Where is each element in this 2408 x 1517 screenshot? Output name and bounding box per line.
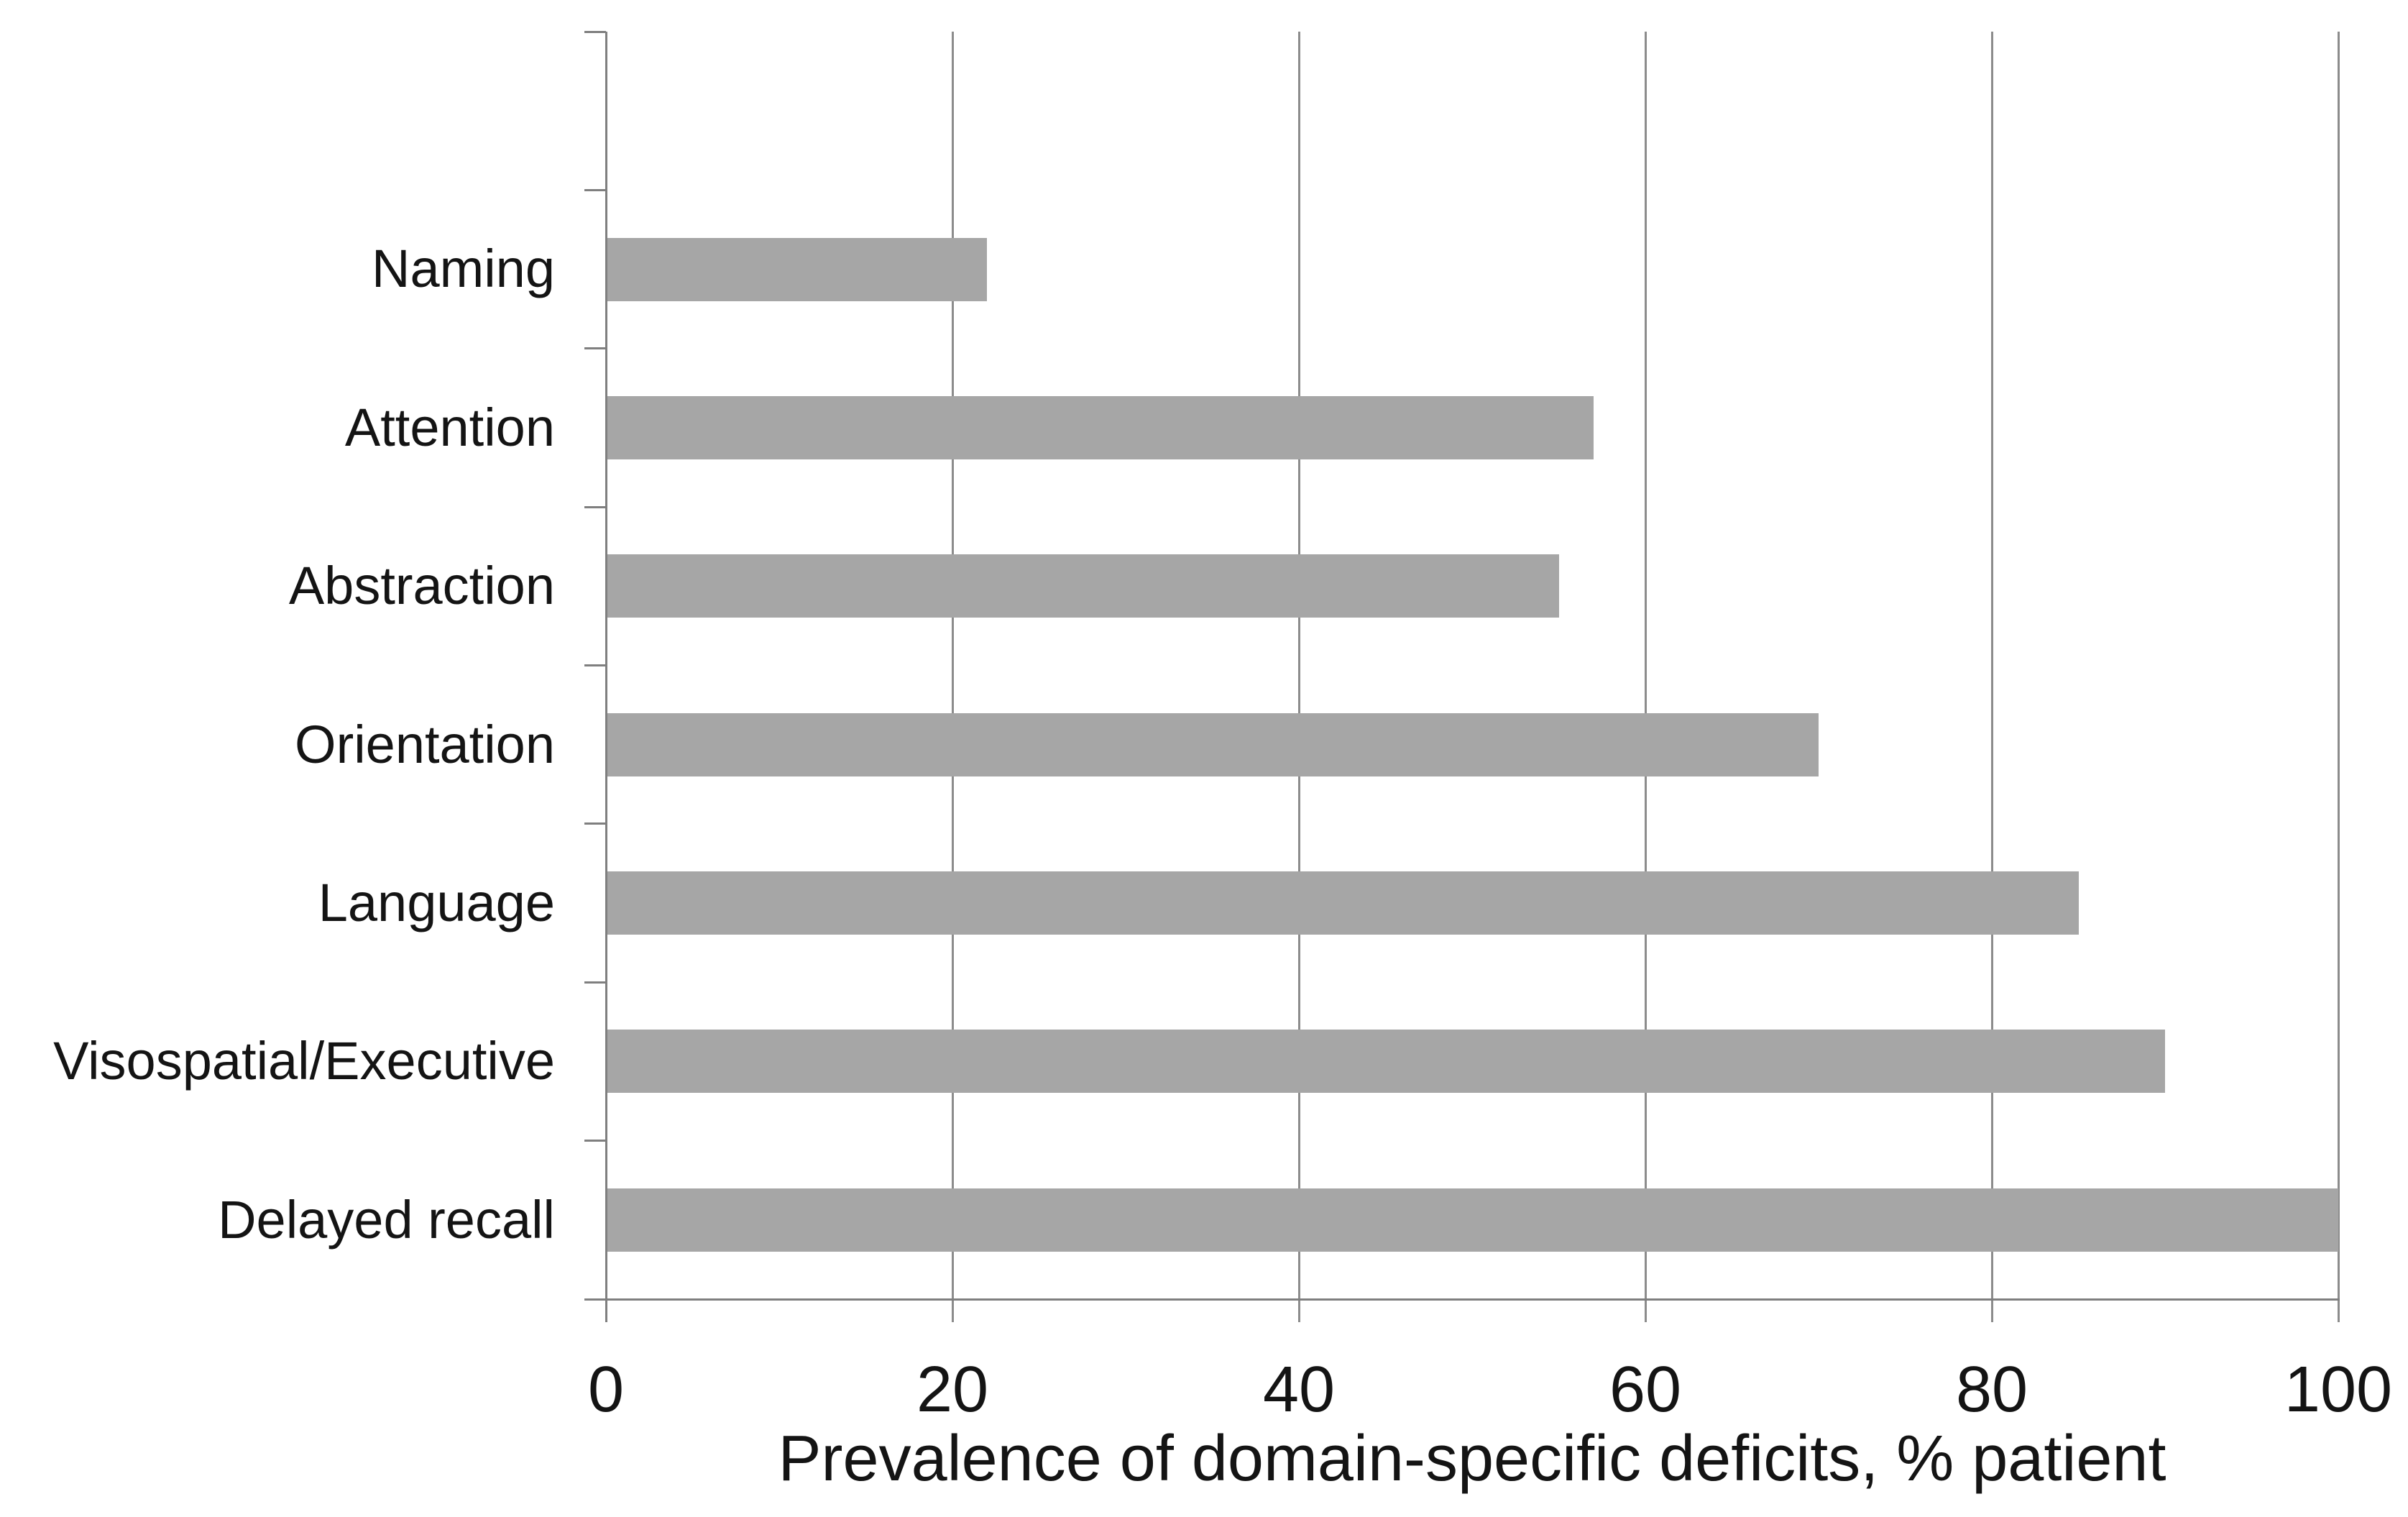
- category-label: Attention: [344, 397, 555, 457]
- category-label: Naming: [372, 239, 555, 299]
- category-label: Delayed recall: [218, 1189, 555, 1250]
- x-axis-line: [584, 1298, 2340, 1301]
- x-tick-label: 60: [1609, 1354, 1682, 1426]
- x-gridline: [2337, 32, 2340, 1322]
- category-label: Orientation: [295, 714, 555, 774]
- category-label: Visospatial/Executive: [53, 1031, 555, 1091]
- bar: [607, 1188, 2338, 1252]
- x-gridline: [1297, 32, 1300, 1322]
- y-axis-tick: [584, 822, 606, 825]
- bar: [607, 395, 1594, 459]
- bar: [607, 712, 1819, 776]
- bar: [607, 554, 1559, 618]
- y-axis-tick: [584, 188, 606, 191]
- y-axis-tick: [584, 30, 606, 33]
- x-tick-label: 40: [1262, 1354, 1336, 1426]
- x-tick-label: 100: [2284, 1354, 2393, 1426]
- y-axis-tick: [584, 664, 606, 666]
- x-axis-title: Prevalence of domain-specific deficits, …: [778, 1423, 2166, 1495]
- y-axis-tick: [584, 1140, 606, 1142]
- y-axis-tick: [584, 505, 606, 508]
- x-gridline: [1644, 32, 1647, 1322]
- y-axis-line: [605, 32, 607, 1322]
- y-axis-tick: [584, 981, 606, 984]
- x-tick-label: 80: [1955, 1354, 2028, 1426]
- bar: [607, 1030, 2165, 1094]
- x-gridline: [1990, 32, 1993, 1322]
- bar: [607, 237, 988, 301]
- category-label: Abstraction: [288, 556, 555, 616]
- y-axis-tick: [584, 347, 606, 350]
- category-label: Language: [318, 872, 555, 932]
- x-gridline: [951, 32, 954, 1322]
- x-tick-label: 20: [916, 1354, 989, 1426]
- x-tick-label: 0: [587, 1354, 625, 1426]
- bar: [607, 871, 2079, 935]
